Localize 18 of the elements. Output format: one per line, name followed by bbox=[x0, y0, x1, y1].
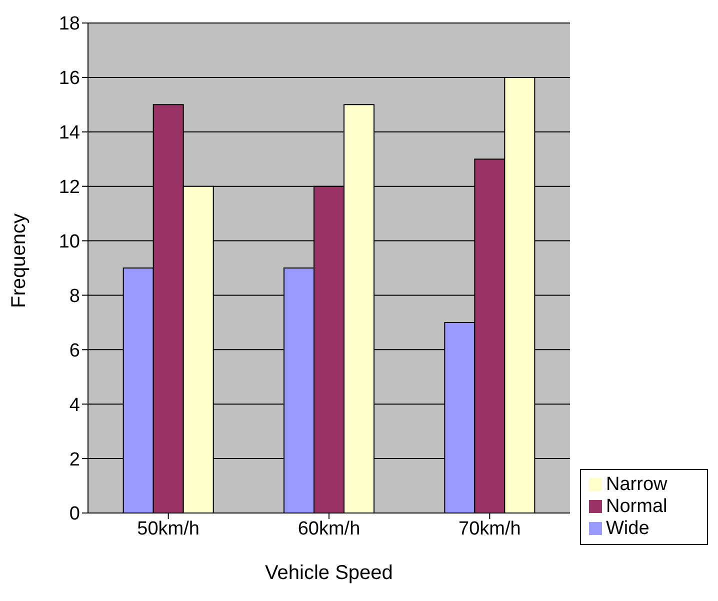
legend-label: Narrow bbox=[606, 474, 668, 495]
y-tick-label: 4 bbox=[69, 394, 80, 416]
x-tick-label: 60km/h bbox=[298, 518, 360, 540]
y-tick-label: 12 bbox=[58, 177, 80, 198]
y-tick-label: 6 bbox=[69, 340, 80, 362]
y-tick-label: 8 bbox=[69, 286, 80, 307]
y-axis-title: Frequency bbox=[8, 214, 30, 308]
x-axis-title: Vehicle Speed bbox=[265, 562, 393, 584]
y-tick-label: 10 bbox=[58, 232, 80, 253]
y-tick-label: 18 bbox=[58, 14, 80, 35]
x-tick-label: 70km/h bbox=[458, 518, 521, 540]
y-tick-label: 2 bbox=[69, 449, 80, 470]
legend-label: Wide bbox=[606, 518, 650, 539]
x-tick-label: 50km/h bbox=[137, 518, 200, 540]
y-tick-label: 14 bbox=[58, 122, 80, 144]
legend-label: Normal bbox=[606, 496, 668, 517]
y-tick-label: 0 bbox=[69, 504, 80, 525]
y-tick-label: 16 bbox=[58, 68, 80, 90]
